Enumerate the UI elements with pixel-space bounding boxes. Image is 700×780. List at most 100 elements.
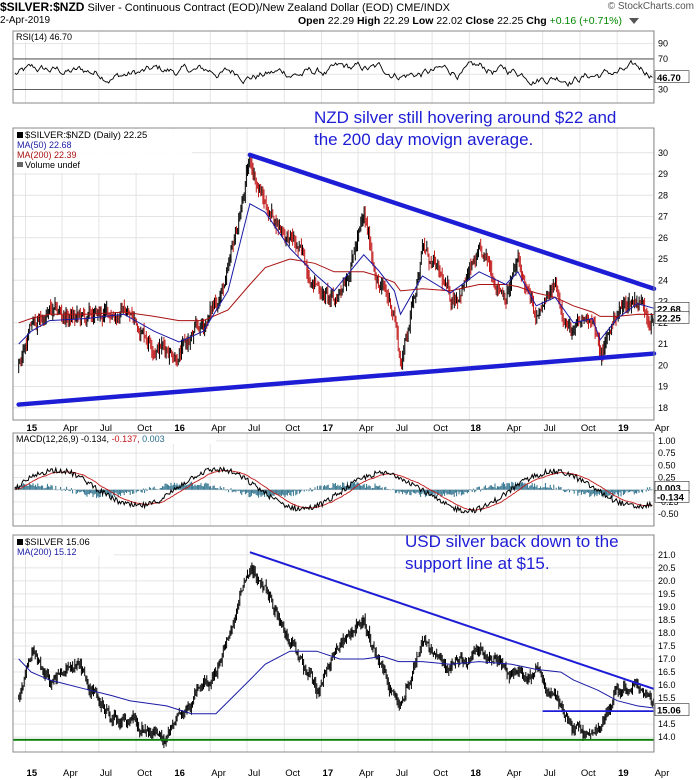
y-tick-label: 26 <box>658 233 668 243</box>
usd-y-axis: 21.0 20.5 20.0 19.5 19.0 18.5 18.0 17.5 17.0 16.5… <box>13 550 676 742</box>
nzd-y-axis: 30292827262524232221201918 <box>13 148 668 413</box>
chg-value: +0.16 (+0.71%) <box>549 15 622 27</box>
y-tick-label: 23 <box>658 297 668 307</box>
usd-legend-ma200: MA(200) 15.12 <box>17 547 77 557</box>
x-tick-label: Apr <box>507 423 522 434</box>
x-tick-label: Jul <box>396 768 408 779</box>
y-tick-label: 20.0 <box>658 576 676 586</box>
rsi-legend: RSI(14) 46.70 <box>14 32 84 42</box>
value-tag-box <box>654 703 690 716</box>
rsi-legend-label: RSI(14) 46.70 <box>16 32 72 42</box>
x-tick-label: Apr <box>507 768 522 779</box>
nzd-legend-price: $SILVER:$NZD (Daily) 22.25 <box>25 130 147 141</box>
value-tag-text: 22.25 <box>657 313 681 324</box>
legend-bg <box>14 536 114 556</box>
annotation-line: support line at $15. <box>405 554 550 573</box>
x-tick-label: Jul <box>544 768 556 779</box>
high-value: 22.29 <box>383 15 410 27</box>
value-tag-box <box>654 311 690 324</box>
x-tick-label: Jul <box>248 423 260 434</box>
x-tick-label: Apr <box>211 768 226 779</box>
value-tag-text: 0.003 <box>657 483 681 494</box>
y-tick-label: -0.50 <box>658 509 679 519</box>
nzd-annotation: NZD silver still hovering around $22 and… <box>314 108 616 149</box>
rsi-vgrid <box>25 31 655 103</box>
x-tick-label: Jul <box>396 423 408 434</box>
macd-legend: MACD(12,26,9) -0.134, -0.137, 0.003 <box>14 434 216 444</box>
nzd-x-axis: 15 Apr Jul Oct 16 Apr Jul Oct 17 Apr Jul Oct 18 Apr Ju… <box>27 423 670 434</box>
y-tick-label: 0.50 <box>658 460 676 470</box>
close-value: 22.25 <box>497 15 524 27</box>
dropdown-arrow-icon[interactable] <box>628 18 639 25</box>
chart-header: $SILVER:$NZD Silver - Continuous Contrac… <box>0 0 700 16</box>
x-tick-label: Oct <box>137 423 152 434</box>
x-tick-label: 19 <box>618 423 629 434</box>
y-tick-label: 19.0 <box>658 602 676 612</box>
nzd-price-value-tag: 22.25 <box>654 311 690 324</box>
y-tick-label: 1.00 <box>658 436 676 446</box>
x-tick-label: 15 <box>27 423 38 434</box>
source-credit: © StockCharts.com <box>607 1 694 12</box>
x-tick-label: Oct <box>433 768 448 779</box>
x-tick-label: 16 <box>174 423 185 434</box>
x-tick-label: 15 <box>27 768 38 779</box>
y-tick-label: 14.5 <box>658 719 676 729</box>
macd-signal-line <box>14 470 653 511</box>
open-label: Open <box>298 15 325 27</box>
x-tick-label: Apr <box>655 768 670 779</box>
value-tag-box <box>654 490 690 503</box>
nzd-ma200-line <box>18 258 655 324</box>
x-tick-label: Oct <box>581 768 596 779</box>
nzd-legend-ma200: MA(200) 22.39 <box>17 150 77 160</box>
legend-swatch-icon <box>17 132 23 138</box>
x-tick-label: 18 <box>470 423 481 434</box>
annotation-line: NZD silver still hovering around $22 and <box>314 108 616 127</box>
y-tick-label: 16.0 <box>658 680 676 690</box>
y-tick-label: 25 <box>658 254 668 264</box>
chg-label: Chg <box>526 15 547 27</box>
nzd-ma50-line <box>18 203 655 345</box>
value-tag-text: 22.68 <box>657 304 681 315</box>
y-tick-label: 28 <box>658 190 668 200</box>
symbol: $SILVER:$NZD <box>0 0 85 14</box>
rsi-panel-frame <box>12 30 655 104</box>
x-tick-label: Apr <box>63 768 78 779</box>
y-tick-label: 17.0 <box>658 654 676 664</box>
y-tick-label: 20 <box>658 360 668 370</box>
x-tick-label: 17 <box>323 768 334 779</box>
usd-x-axis: 15 Apr Jul Oct 16 Apr Jul Oct 17 Apr Jul Oct 18 Apr Ju… <box>27 768 670 779</box>
y-tick-label: 18.0 <box>658 628 676 638</box>
nzd-legend-ma50: MA(50) 22.68 <box>17 140 72 150</box>
x-tick-label: 17 <box>323 423 334 434</box>
usd-trendline-resistance <box>249 551 655 690</box>
ohlc-readout: Open 22.29 High 22.29 Low 22.02 Close 22… <box>298 15 639 27</box>
y-tick-label: 18.5 <box>658 615 676 625</box>
low-label: Low <box>412 15 434 27</box>
close-label: Close <box>465 15 495 27</box>
x-tick-label: Oct <box>285 768 300 779</box>
usd-price-bars <box>18 562 654 749</box>
value-tag-box <box>654 70 690 84</box>
x-tick-label: Oct <box>137 768 152 779</box>
usd-vgrid <box>25 535 655 752</box>
quote-date: 2-Apr-2019 <box>0 15 51 26</box>
y-tick-label: 30 <box>658 148 668 158</box>
x-tick-label: Apr <box>359 423 374 434</box>
y-tick-label: 0.25 <box>658 473 676 483</box>
nzd-legend-volume: Volume undef <box>25 160 81 170</box>
rsi-y-axis: 90705030 <box>13 39 668 95</box>
usd-legend-price: $SILVER 15.06 <box>25 537 90 548</box>
usd-annotation: USD silver back down to the support line … <box>405 532 619 573</box>
y-tick-label: 21 <box>658 339 668 349</box>
x-tick-label: 18 <box>470 768 481 779</box>
value-tag-text: -0.134 <box>657 492 685 503</box>
nzd-panel-frame <box>12 127 655 421</box>
legend-bg <box>14 32 84 42</box>
macd-panel-frame <box>12 432 655 527</box>
x-tick-label: Oct <box>581 423 596 434</box>
y-tick-label: 27 <box>658 212 668 222</box>
y-tick-label: 16.5 <box>658 667 676 677</box>
open-value: 22.29 <box>327 15 355 27</box>
macd-vgrid <box>25 433 655 526</box>
